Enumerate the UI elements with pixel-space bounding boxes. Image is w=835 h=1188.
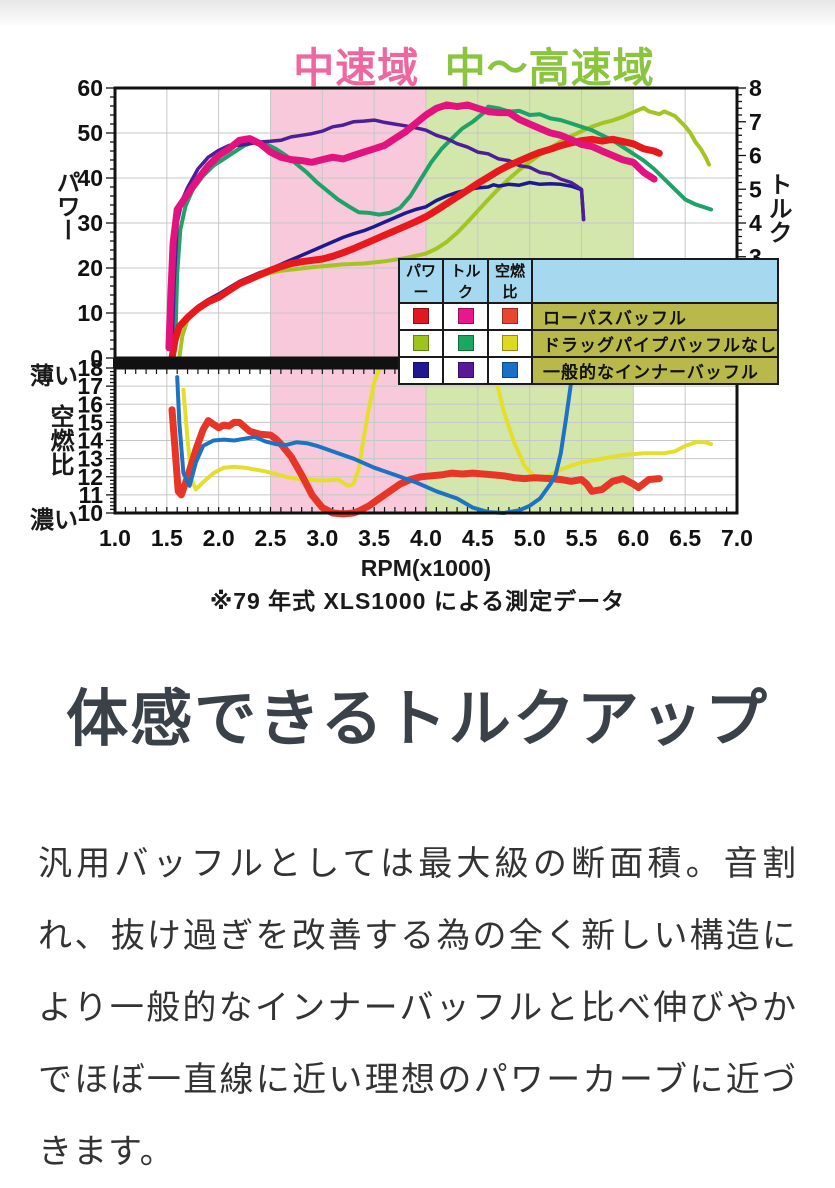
zone-label-midspeed: 中速域 <box>293 45 420 91</box>
power-tick-label: 50 <box>77 120 103 146</box>
legend-swatch-cell <box>442 329 489 358</box>
torque-tick-label: 7 <box>749 109 762 135</box>
legend-column-header: トルク <box>442 258 489 304</box>
torque-tick-label: 8 <box>749 75 762 101</box>
top-gradient-strip <box>0 0 835 26</box>
series-line-lowpass-afr <box>168 406 663 518</box>
afr-tick-label: 11 <box>79 482 104 508</box>
power-tick-label: 20 <box>77 255 103 281</box>
torque-tick-label: 5 <box>749 176 762 202</box>
afr-tick-label: 16 <box>77 391 103 417</box>
legend-swatch-cell <box>398 356 444 385</box>
afr-tick-label: 12 <box>77 464 103 490</box>
legend-swatch-cell <box>442 356 489 385</box>
afr-axis-title: 空燃比 <box>46 404 73 476</box>
legend-row: ドラッグパイプバッフルなし <box>398 329 779 358</box>
legend-swatch-icon <box>457 362 474 379</box>
legend-swatch-cell <box>398 302 444 331</box>
rpm-tick-label: 1.0 <box>99 525 131 551</box>
zone-label-mid-high-speed: 中〜高速域 <box>444 45 655 91</box>
series-line-lowpass-torque <box>165 101 658 352</box>
afr-tick-label: 14 <box>77 428 103 454</box>
chart-footnote: ※79 年式 XLS1000 による測定データ <box>209 588 626 614</box>
torque-tick-label: 6 <box>749 143 762 169</box>
rpm-tick-label: 6.5 <box>669 525 701 551</box>
legend-swatch-cell <box>442 302 489 331</box>
afr-tick-label: 18 <box>77 355 103 381</box>
legend-swatch-icon <box>502 362 518 379</box>
legend-column-header: パワー <box>398 258 444 304</box>
rpm-tick-label: 4.5 <box>462 525 494 551</box>
rpm-axis-title: RPM(x1000) <box>360 555 492 581</box>
series-line-inner-torque <box>170 118 586 350</box>
afr-tick-label: 15 <box>77 409 103 435</box>
legend-swatch-cell <box>487 302 533 331</box>
legend-swatch-cell <box>487 356 533 385</box>
rpm-tick-label: 2.5 <box>255 525 287 551</box>
torque-tick-label: 4 <box>749 210 762 236</box>
rpm-tick-label: 2.0 <box>203 525 235 551</box>
rpm-tick-label: 5.0 <box>514 525 546 551</box>
legend-header-spacer <box>531 258 779 304</box>
series-line-inner-afr <box>175 364 590 515</box>
rpm-tick-label: 1.5 <box>151 525 183 551</box>
legend-swatch-icon <box>413 308 429 325</box>
power-tick-label: 0 <box>90 345 103 371</box>
legend-swatch-icon <box>502 335 518 352</box>
power-tick-label: 30 <box>77 210 103 236</box>
legend-column-header: 空燃比 <box>487 258 533 304</box>
legend-swatch-icon <box>457 335 474 352</box>
afr-tick-label: 17 <box>77 373 103 399</box>
legend-swatch-icon <box>502 308 518 325</box>
afr-tick-label: 13 <box>77 446 103 472</box>
power-axis-title: パワー <box>52 170 79 242</box>
legend-swatch-icon <box>413 335 429 352</box>
power-tick-label: 60 <box>77 75 103 101</box>
legend-row: 一般的なインナーバッフル <box>398 356 779 385</box>
legend-swatch-cell <box>398 329 444 358</box>
dyno-chart-section: 中速域 中〜高速域 605040302010087654321018171615… <box>30 45 791 614</box>
legend-table: パワー トルク 空燃比 ローパスバッフル ドラッグパイプバッフルなし 一般的なインナーバッ… <box>398 258 779 385</box>
legend-swatch-cell <box>487 329 533 358</box>
rpm-tick-label: 4.0 <box>410 525 442 551</box>
legend-header-row: パワー トルク 空燃比 <box>398 258 779 304</box>
legend-item-name: 一般的なインナーバッフル <box>531 356 779 385</box>
afr-lean-label: 薄い <box>30 363 78 390</box>
legend-row: ローパスバッフル <box>398 302 779 331</box>
legend-item-name: ドラッグパイプバッフルなし <box>531 329 779 358</box>
power-tick-label: 10 <box>77 300 103 326</box>
legend-swatch-icon <box>457 308 474 325</box>
rpm-tick-label: 3.5 <box>358 525 390 551</box>
legend-item-name: ローパスバッフル <box>531 302 779 331</box>
rpm-tick-label: 5.5 <box>566 525 598 551</box>
afr-tick-label: 10 <box>77 500 103 526</box>
legend-swatch-icon <box>413 362 429 379</box>
torque-axis-title: トルク <box>764 172 791 244</box>
afr-rich-label: 濃い <box>30 507 78 534</box>
rpm-tick-label: 6.0 <box>617 525 649 551</box>
rpm-tick-label: 7.0 <box>721 525 753 551</box>
rpm-tick-label: 3.0 <box>306 525 338 551</box>
power-tick-label: 40 <box>77 165 103 191</box>
section-heading: 体感できるトルクアップ <box>66 686 769 754</box>
body-paragraph: 汎用バッフルとしては最大級の断面積。音割れ、抜け過ぎを改善する為の全く新しい構造… <box>38 845 797 1171</box>
